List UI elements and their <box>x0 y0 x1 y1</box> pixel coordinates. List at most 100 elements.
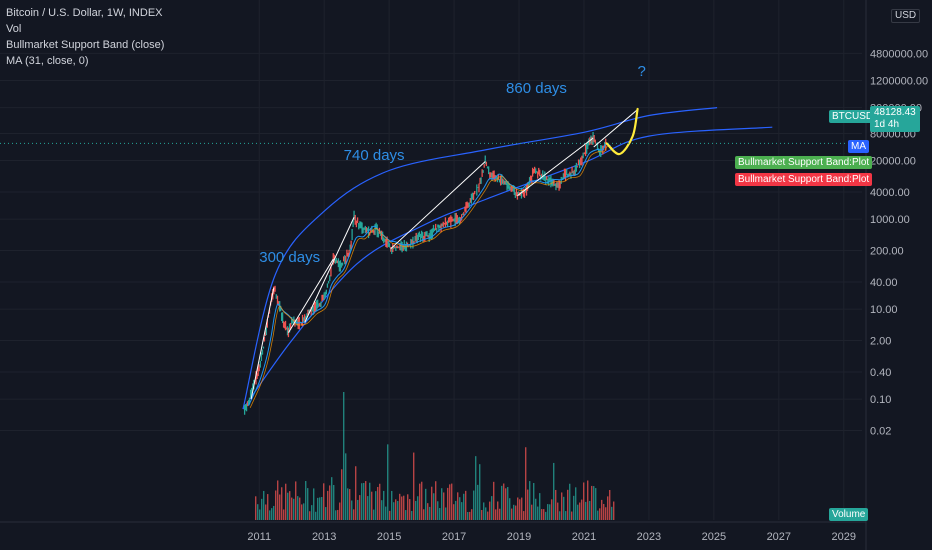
volume-bar <box>257 504 259 520</box>
projection-curve <box>605 107 639 156</box>
cycle-trendline <box>288 258 334 333</box>
volume-bar <box>537 506 539 520</box>
volume-bar <box>311 505 313 520</box>
y-tick-label: 2.00 <box>870 336 891 348</box>
volume-bar <box>323 483 325 520</box>
legend-symbol[interactable]: Bitcoin / U.S. Dollar, 1W, INDEX <box>6 7 163 19</box>
volume-bar <box>391 490 393 520</box>
volume-bar <box>315 511 317 520</box>
volume-bar <box>485 507 487 520</box>
legend-band[interactable]: Bullmarket Support Band (close) <box>6 39 165 51</box>
volume-bar <box>303 503 305 520</box>
volume-bar <box>369 482 371 520</box>
volume-bar <box>431 486 433 520</box>
volume-bar <box>595 488 597 520</box>
volume-bar <box>411 510 413 520</box>
volume-bar <box>605 507 607 520</box>
volume-bar <box>441 488 443 520</box>
volume-bar <box>539 493 541 520</box>
volume-bar <box>349 489 351 520</box>
volume-bar <box>443 492 445 520</box>
y-tick-label: 1200000.00 <box>870 76 928 88</box>
volume-bar <box>287 492 289 520</box>
volume-bar <box>589 500 591 520</box>
volume-bar <box>523 511 525 520</box>
volume-bar <box>279 494 281 520</box>
volume-bar <box>551 499 553 520</box>
volume-bars <box>255 392 615 520</box>
volume-bar <box>513 504 515 520</box>
volume-tag: Volume <box>829 508 869 521</box>
channel-lower-line <box>242 126 773 410</box>
volume-bar <box>601 499 603 520</box>
volume-bar <box>425 488 427 520</box>
x-tick-label: 2023 <box>637 531 661 543</box>
volume-bar <box>429 506 431 520</box>
volume-bar <box>255 496 257 520</box>
volume-bar <box>293 498 295 520</box>
volume-bar <box>555 489 557 520</box>
volume-bar <box>545 511 547 520</box>
y-tick-label: 0.10 <box>870 394 891 406</box>
volume-bar <box>347 488 349 520</box>
volume-bar <box>459 497 461 520</box>
legend-vol[interactable]: Vol <box>6 23 22 35</box>
volume-bar <box>493 481 495 520</box>
volume-bar <box>461 502 463 520</box>
volume-bar <box>365 481 367 520</box>
volume-bar <box>363 482 365 520</box>
volume-bar <box>367 496 369 520</box>
x-tick-label: 2017 <box>442 531 466 543</box>
volume-bar <box>585 501 587 520</box>
volume-bar <box>497 501 499 520</box>
volume-bar <box>261 498 263 520</box>
volume-bar <box>267 494 269 520</box>
volume-bar <box>525 447 527 520</box>
volume-bar <box>583 482 585 520</box>
legend-ma[interactable]: MA (31, close, 0) <box>6 55 89 67</box>
volume-bar <box>587 480 589 520</box>
volume-bar <box>341 469 343 520</box>
volume-bar <box>381 500 383 520</box>
volume-bar <box>557 502 559 520</box>
volume-bar <box>495 509 497 520</box>
annotation-label: 300 days <box>259 249 320 266</box>
volume-bar <box>597 510 599 520</box>
volume-bar <box>423 509 425 520</box>
volume-bar <box>483 502 485 520</box>
volume-bar <box>357 499 359 520</box>
volume-bar <box>415 500 417 520</box>
volume-bar <box>375 491 377 520</box>
volume-bar <box>283 509 285 520</box>
volume-bar <box>509 498 511 520</box>
volume-bar <box>327 490 329 520</box>
y-tick-label: 0.40 <box>870 367 891 379</box>
volume-bar <box>395 499 397 520</box>
volume-bar <box>291 497 293 520</box>
volume-bar <box>467 511 469 520</box>
volume-bar <box>397 500 399 520</box>
volume-bar <box>463 493 465 520</box>
annotation-label: 740 days <box>344 147 405 164</box>
x-tick-label: 2021 <box>572 531 596 543</box>
volume-bar <box>275 490 277 520</box>
y-tick-label: 20000.00 <box>870 156 916 168</box>
x-tick-label: 2019 <box>507 531 531 543</box>
volume-bar <box>607 496 609 520</box>
volume-bar <box>591 485 593 520</box>
volume-bar <box>413 452 415 520</box>
volume-bar <box>457 492 459 520</box>
volume-bar <box>333 485 335 520</box>
x-tick-label: 2025 <box>702 531 726 543</box>
grid <box>0 0 862 520</box>
volume-bar <box>613 501 615 520</box>
volume-bar <box>487 511 489 520</box>
currency-label[interactable]: USD <box>891 9 921 23</box>
ticker-tag: BTCUSD <box>829 110 877 123</box>
volume-bar <box>471 509 473 520</box>
volume-bar <box>559 511 561 520</box>
volume-bar <box>577 504 579 520</box>
chart-legend: Bitcoin / U.S. Dollar, 1W, INDEX Vol Bul… <box>6 5 164 69</box>
volume-bar <box>335 510 337 520</box>
